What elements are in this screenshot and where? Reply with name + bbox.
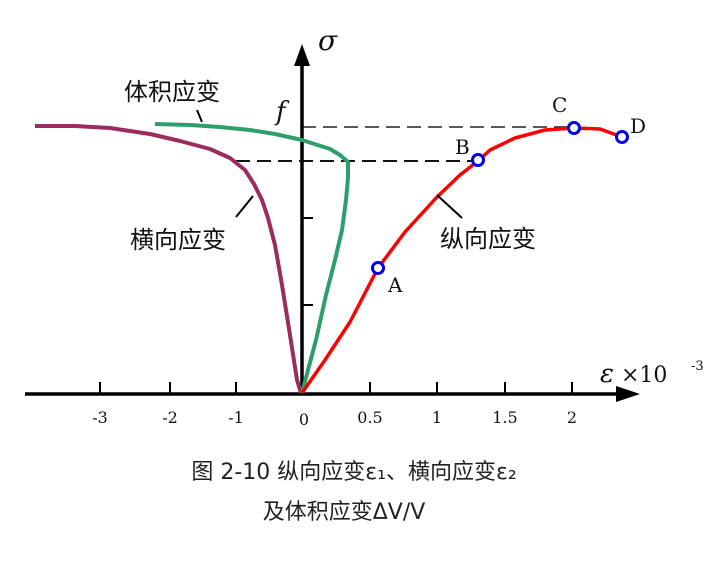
x-axis-arrow-icon	[616, 386, 640, 402]
x-axis-label-eps: ε	[600, 359, 614, 389]
longitudinal-strain-label: 纵向应变	[440, 225, 536, 253]
point-markers	[371, 121, 629, 275]
point-b-label: B	[455, 135, 470, 159]
svg-text:-1: -1	[228, 408, 244, 427]
x-ticks	[99, 382, 573, 394]
svg-text:1: 1	[432, 408, 442, 427]
lateral-leader	[235, 195, 254, 218]
point-d-label: D	[630, 114, 646, 138]
svg-text:-2: -2	[162, 408, 178, 427]
y-axis-arrow-icon	[294, 44, 310, 66]
y-axis-label: σ	[318, 24, 338, 57]
point-c-marker	[567, 121, 581, 135]
volumetric-strain-curve	[154, 122, 350, 394]
svg-text:-3: -3	[92, 408, 108, 427]
point-c-label: C	[552, 93, 567, 117]
lateral-strain-label: 横向应变	[130, 226, 226, 254]
caption-line-1: 图 2-10 纵向应变ε₁、横向应变ε₂	[191, 460, 517, 485]
x-axis-label-exp: -3	[691, 359, 704, 374]
point-d-marker	[615, 130, 629, 144]
longitudinal-leader	[436, 194, 463, 219]
x-tick-labels: -3 -2 -1 0 0.5 1 1.5 2	[92, 408, 577, 429]
f-label: f	[274, 97, 290, 127]
caption-line-2: 及体积应变ΔV/V	[262, 500, 426, 525]
svg-text:2: 2	[567, 408, 577, 427]
svg-text:1.5: 1.5	[492, 408, 517, 427]
svg-text:0: 0	[299, 410, 309, 429]
stress-strain-chart: -3 -2 -1 0 0.5 1 1.5 2 σ f ε ×10 -3 体积应变…	[25, 24, 704, 429]
point-a-marker	[371, 261, 385, 275]
volumetric-strain-label: 体积应变	[124, 78, 220, 106]
x-axis-label-scale: ×10	[621, 363, 667, 388]
volumetric-leader	[196, 109, 203, 123]
lateral-strain-curve	[35, 124, 303, 394]
point-a-label: A	[387, 273, 403, 297]
point-b-marker	[471, 153, 485, 167]
svg-text:0.5: 0.5	[357, 408, 382, 427]
